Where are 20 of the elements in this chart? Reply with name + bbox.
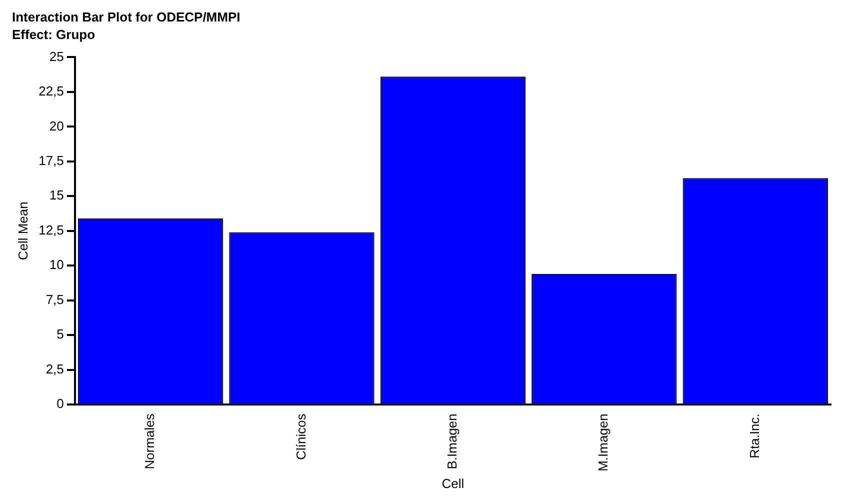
y-tick-label: 2,5 [46, 361, 64, 376]
x-axis-title: Cell [442, 476, 464, 491]
x-tick-label: B.Imagen [444, 414, 460, 470]
y-tick-label: 15 [49, 188, 64, 203]
y-tick-label: 10 [49, 257, 64, 272]
y-tick-label: 5 [56, 326, 64, 342]
y-tick-label: 25 [49, 48, 64, 64]
y-tick-label: 0 [56, 396, 64, 412]
chart-subtitle: Effect: Grupo [12, 26, 96, 42]
y-tick-label: 7,5 [46, 292, 64, 307]
chart-title: Interaction Bar Plot for ODECP/MMPI [12, 9, 240, 24]
x-tick-label: Clínicos [293, 413, 308, 460]
y-tick-label: 20 [49, 118, 64, 134]
x-tick-label: Normales [142, 413, 158, 470]
y-tick-label: 12,5 [38, 222, 64, 238]
y-tick-label: 17,5 [38, 153, 64, 168]
y-tick-label: 22,5 [38, 84, 64, 99]
x-tick-label: M.Imagen [596, 414, 611, 472]
y-axis-title: Cell Mean [15, 202, 30, 260]
x-tick-label: Rta.Inc. [746, 414, 762, 458]
